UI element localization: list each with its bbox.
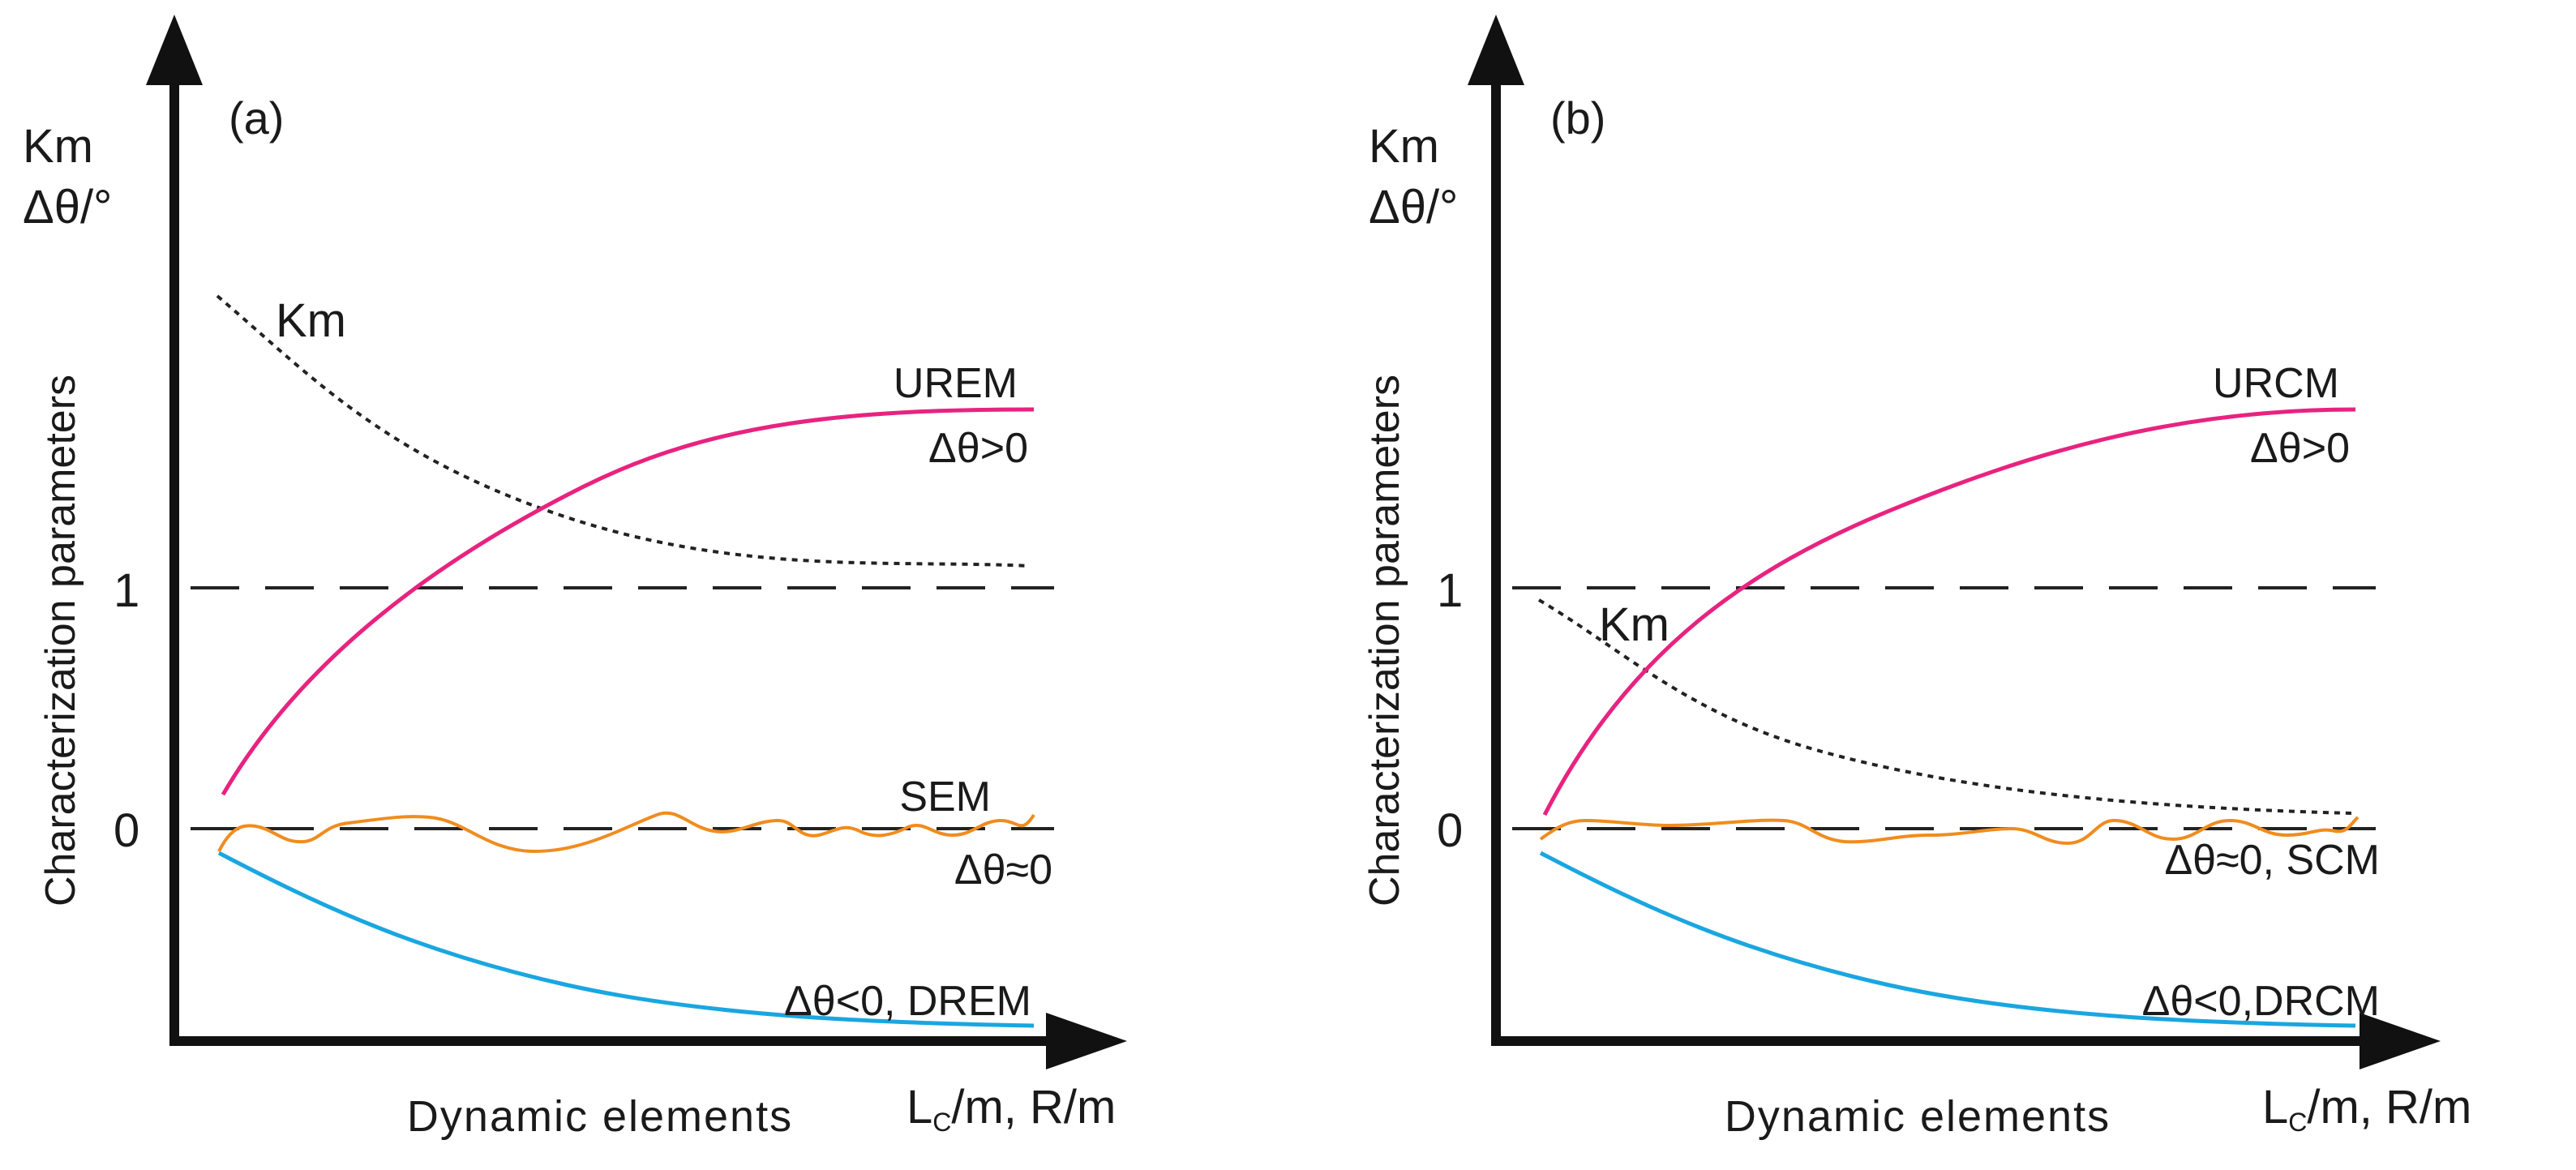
panel-b-km-label: Km: [1599, 598, 1669, 651]
panel-b-tick-one: 1: [1437, 564, 1463, 617]
panel-b-label: (b): [1550, 92, 1605, 144]
panel-b-upper-curve: [1542, 407, 2356, 816]
panel-a-km-curve: [216, 294, 1031, 568]
panel-a-upper-cond: Δθ>0: [928, 425, 1028, 472]
panel-b-y-axis-arrow-icon: [1468, 15, 1524, 85]
panel-a-y-label-km: Km: [23, 120, 93, 173]
panel-b-upper-cond: Δθ>0: [2250, 425, 2350, 472]
panel-a-x-axis-label: LC/m, R/m: [907, 1081, 1116, 1137]
panel-b-lower-curve: [1539, 851, 2356, 1028]
panel-a-x-axis-label-sub: C: [932, 1108, 951, 1137]
panel-b-y-label-km: Km: [1369, 120, 1439, 173]
panel-b-middle-curve: [1539, 816, 2360, 846]
panel-b-tick-zero: 0: [1437, 804, 1463, 857]
panel-b-x-axis-label-main: L: [2262, 1081, 2288, 1134]
panel-a-tick-zero: 0: [114, 804, 139, 857]
panel-b-x-axis-arrow-icon: [2360, 1013, 2441, 1069]
panel-a-km-label: Km: [276, 294, 346, 347]
panel-b-upper-name: URCM: [2213, 360, 2339, 407]
panel-a-x-axis-label-rest: /m, R/m: [951, 1081, 1116, 1134]
panel-a-lower-label: Δθ<0, DREM: [784, 978, 1031, 1025]
panel-b-x-axis-label-sub: C: [2288, 1108, 2307, 1137]
panel-a-middle-cond: Δθ≈0: [954, 846, 1052, 894]
panel-a-tick-one: 1: [114, 564, 139, 617]
panel-b: (b) Km Δθ/° Characterization parameters …: [1361, 15, 2471, 1141]
panel-a-x-axis-title: Dynamic elements: [407, 1092, 793, 1141]
panel-a-y-axis-arrow-icon: [146, 15, 203, 85]
panel-a: (a) Km Δθ/° Characterization parameters …: [23, 15, 1127, 1141]
panel-a-upper-curve: [221, 407, 1035, 796]
panel-a-label: (a): [229, 92, 284, 144]
panel-b-lower-label: Δθ<0,DRCM: [2142, 978, 2380, 1025]
panel-a-y-axis-title: Characterization parameters: [37, 375, 84, 906]
panel-a-y-label-unit: Δθ/°: [23, 181, 112, 234]
panel-b-y-axis-title: Characterization parameters: [1361, 375, 1408, 906]
panel-a-middle-name: SEM: [899, 774, 991, 821]
panel-a-upper-name: UREM: [894, 360, 1018, 407]
panel-b-x-axis-title: Dynamic elements: [1725, 1092, 2111, 1141]
panel-b-km-curve: [1537, 598, 2352, 815]
panel-a-x-axis-arrow-icon: [1046, 1013, 1127, 1069]
panel-a-x-axis-label-main: L: [907, 1081, 932, 1134]
panel-a-middle-curve: [217, 811, 1035, 854]
panel-b-middle-label: Δθ≈0, SCM: [2164, 837, 2380, 884]
panel-b-x-axis-label: LC/m, R/m: [2262, 1081, 2471, 1137]
panel-b-x-axis-label-rest: /m, R/m: [2307, 1081, 2471, 1134]
panel-a-lower-curve: [217, 851, 1035, 1028]
panel-b-y-label-unit: Δθ/°: [1369, 181, 1458, 234]
